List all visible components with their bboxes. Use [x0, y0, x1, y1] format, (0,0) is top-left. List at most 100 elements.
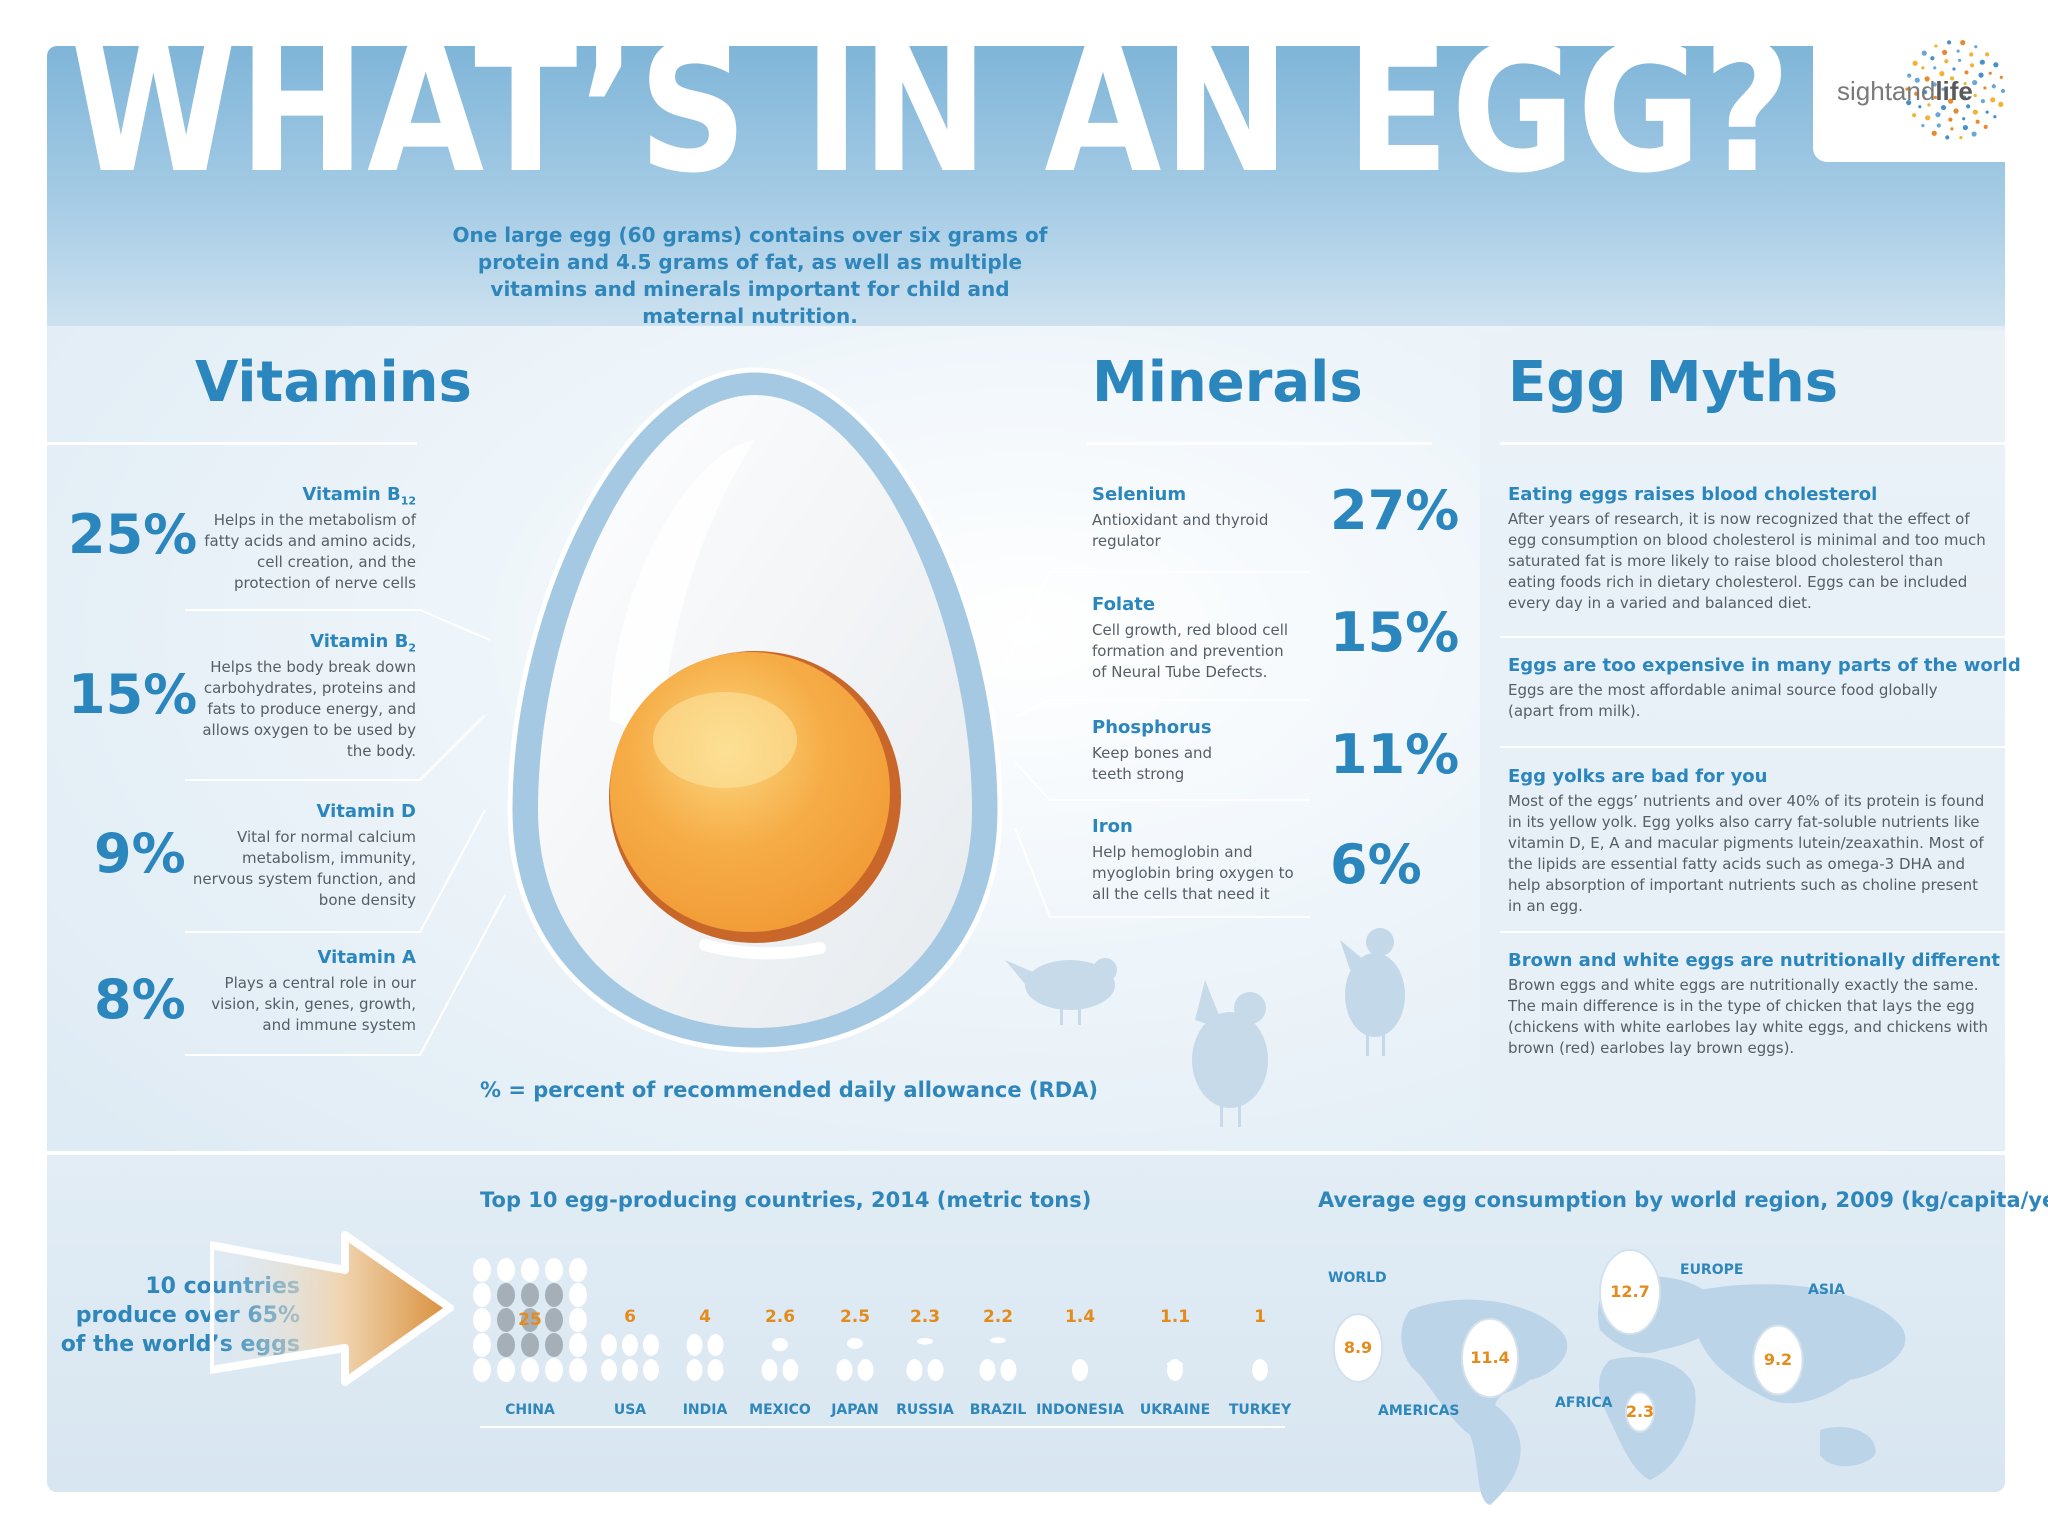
logo-dot [1932, 82, 1937, 87]
logo-bold: life [1935, 76, 1973, 106]
logo-dot [1999, 75, 2003, 79]
chicken-icon [1005, 958, 1117, 1025]
egg-unit [545, 1308, 563, 1332]
vitamin-b2-desc: Helps the body break down carbohydrates,… [202, 658, 416, 760]
myths-divider [1500, 442, 2005, 445]
logo-dot [1993, 62, 1999, 68]
oceania-shape [1820, 1426, 1876, 1467]
region-label-europe: EUROPE [1680, 1262, 1744, 1278]
production-chart-title: Top 10 egg-producing countries, 2014 (me… [480, 1188, 1092, 1212]
egg-unit [521, 1258, 539, 1282]
myth-4-title: Brown and white eggs are nutritionally d… [1508, 950, 2001, 971]
category-label-mexico: MEXICO [749, 1402, 811, 1418]
region-label-asia: ASIA [1808, 1282, 1845, 1298]
chicken-silhouette-right [1340, 928, 1405, 1056]
egg-unit [569, 1308, 587, 1332]
production-chart [473, 1258, 1268, 1382]
logo-dot [1933, 95, 1937, 100]
egg-unit [545, 1358, 563, 1382]
egg-unit [473, 1283, 491, 1307]
myth-1-text: After years of research, it is now recog… [1508, 510, 1986, 612]
logo-dot [1940, 104, 1947, 111]
category-label-indonesia: INDONESIA [1036, 1402, 1124, 1418]
chicken-icon [1192, 980, 1268, 1127]
vitamin-b2-name: Vitamin B [310, 631, 409, 652]
myth-2-text: Eggs are the most affordable animal sour… [1508, 681, 1938, 720]
vitamin-d-percent: 9% [94, 822, 186, 885]
logo-dot [1906, 100, 1912, 106]
logo-dot [1941, 87, 1945, 91]
egg-africa [1624, 1391, 1656, 1433]
category-label-china: CHINA [505, 1402, 555, 1418]
myths-title: Egg Myths [1508, 350, 1839, 415]
vitamin-a-title: Vitamin A [317, 947, 416, 968]
logo-dot [1969, 63, 1975, 68]
logo-dot [1947, 98, 1954, 104]
folate-desc: Cell growth, red blood cell formation an… [1092, 621, 1289, 681]
egg-unit [497, 1283, 515, 1307]
logo-dot [1956, 49, 1960, 53]
chicken-silhouettes [1005, 958, 1268, 1127]
egg-unit [521, 1308, 539, 1332]
egg-unit [569, 1358, 587, 1382]
egg-unit [497, 1333, 515, 1357]
logo-box [1813, 34, 2007, 162]
category-label-ukraine: UKRAINE [1139, 1402, 1211, 1418]
logo-dot [1930, 56, 1935, 61]
logo-dot [1979, 59, 1985, 65]
value-label-ukraine: 1.1 [1159, 1307, 1191, 1327]
logo-dot [1998, 101, 2004, 108]
minerals-title: Minerals [1092, 350, 1363, 415]
logo-dot [1939, 71, 1945, 77]
bar-japan [836, 1338, 874, 1381]
vitamin-b2-subscript: 2 [408, 641, 416, 655]
logo-dot [1958, 58, 1962, 62]
egg-unit [622, 1334, 638, 1356]
egg-unit [497, 1308, 515, 1332]
category-label-india: INDIA [682, 1402, 728, 1418]
egg-unit [473, 1333, 491, 1357]
logo-dots-icon [1905, 40, 2005, 140]
bottom-divider [47, 1151, 2005, 1155]
logo-dot [1975, 119, 1980, 124]
egg-unit [545, 1258, 563, 1282]
logo-dot [1963, 81, 1967, 86]
egg-unit [906, 1359, 923, 1381]
logo-dot [1969, 52, 1974, 57]
logo-dot [1905, 87, 1909, 91]
logo-dot [1972, 109, 1978, 115]
bar-mexico [761, 1338, 799, 1381]
logo-dot [1914, 77, 1920, 83]
logo-dot [1978, 72, 1984, 78]
region-value-world: 8.9 [1343, 1338, 1373, 1357]
myth-separator [1500, 636, 2005, 638]
value-label-russia: 2.3 [909, 1307, 941, 1327]
egg-unit [497, 1358, 515, 1382]
egg-world [1332, 1313, 1384, 1383]
myths-panel [1480, 330, 2005, 1150]
logo-dot [1952, 67, 1956, 71]
bar-india [686, 1334, 724, 1381]
logo-dot [1907, 73, 1912, 78]
bar-usa [601, 1334, 659, 1381]
chart-axis [480, 1426, 1285, 1428]
selenium-desc: Antioxidant and thyroid regulator [1092, 511, 1269, 550]
minerals-divider [1087, 442, 1432, 445]
category-label-turkey: TURKEY [1228, 1402, 1292, 1418]
iron-title: Iron [1092, 816, 1133, 837]
logo-dot [1945, 135, 1950, 140]
egg-unit [927, 1359, 944, 1381]
logo-dot [1972, 79, 1978, 86]
value-label-brazil: 2.2 [982, 1307, 1014, 1327]
logo-dot [1964, 70, 1969, 75]
logo-dot [1931, 130, 1937, 136]
value-label-china: 25 [518, 1310, 542, 1330]
myth-3-title: Egg yolks are bad for you [1508, 766, 1768, 787]
iron-desc: Help hemoglobin and myoglobin bring oxyg… [1092, 843, 1294, 903]
egg-fraction [1072, 1363, 1088, 1372]
phosphorus-percent: 11% [1330, 723, 1460, 786]
myth-separator [1500, 931, 2005, 933]
page-title: WHAT’S IN AN EGG? [70, 7, 1793, 212]
logo-dot [1914, 91, 1919, 96]
egg-unit [473, 1258, 491, 1282]
